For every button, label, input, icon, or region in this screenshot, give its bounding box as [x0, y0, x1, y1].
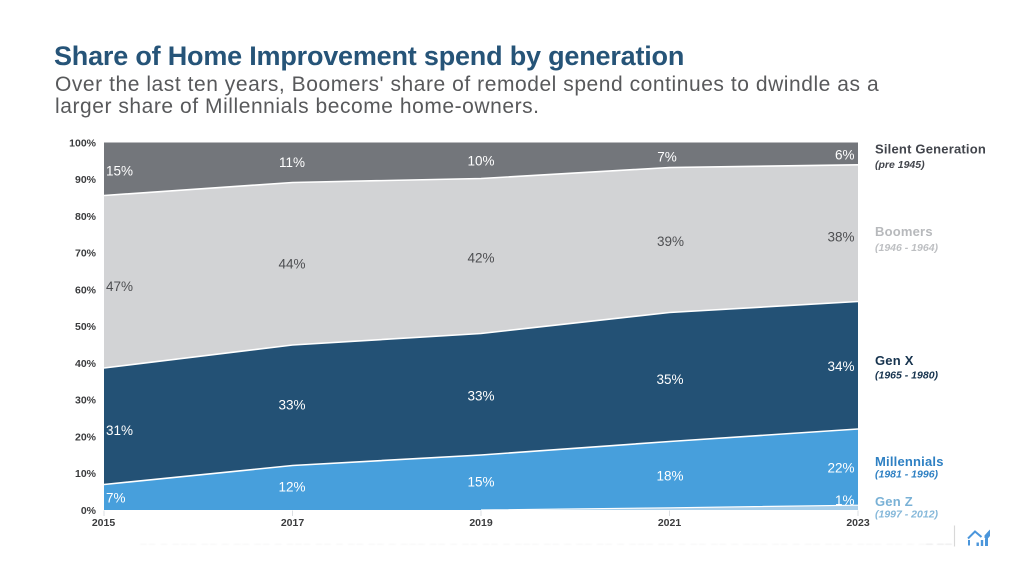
svg-text:Gen X: Gen X	[875, 353, 914, 368]
svg-text:39%: 39%	[657, 234, 684, 249]
svg-text:15%: 15%	[467, 475, 494, 490]
svg-text:70%: 70%	[75, 248, 97, 260]
svg-text:7%: 7%	[106, 490, 126, 505]
svg-text:11%: 11%	[279, 155, 305, 170]
svg-text:(1981 - 1996): (1981 - 1996)	[875, 469, 939, 481]
svg-text:7%: 7%	[657, 149, 677, 164]
svg-text:2023: 2023	[846, 517, 870, 529]
svg-text:2017: 2017	[281, 517, 305, 529]
svg-text:60%: 60%	[75, 284, 97, 296]
svg-text:1%: 1%	[835, 493, 855, 508]
svg-text:(1946 - 1964): (1946 - 1964)	[875, 242, 939, 254]
svg-text:38%: 38%	[827, 229, 854, 244]
svg-text:10%: 10%	[467, 154, 494, 169]
svg-text:30%: 30%	[75, 395, 97, 407]
svg-text:10%: 10%	[75, 468, 97, 480]
svg-text:2015: 2015	[92, 517, 116, 529]
svg-text:20%: 20%	[75, 431, 97, 443]
svg-text:2019: 2019	[469, 517, 493, 529]
svg-text:18%: 18%	[656, 469, 683, 484]
svg-text:33%: 33%	[467, 389, 494, 404]
svg-text:Silent Generation: Silent Generation	[875, 142, 986, 157]
svg-text:31%: 31%	[106, 423, 133, 438]
svg-text:47%: 47%	[106, 279, 133, 294]
svg-text:(pre 1945): (pre 1945)	[875, 159, 925, 171]
svg-text:90%: 90%	[75, 174, 97, 186]
svg-text:42%: 42%	[467, 251, 494, 266]
svg-text:6%: 6%	[835, 147, 855, 162]
svg-text:33%: 33%	[278, 398, 305, 413]
svg-text:80%: 80%	[75, 211, 97, 223]
svg-text:Gen Z: Gen Z	[875, 494, 913, 509]
svg-text:35%: 35%	[656, 372, 683, 387]
svg-text:(1997 - 2012): (1997 - 2012)	[875, 509, 939, 521]
svg-text:44%: 44%	[278, 257, 305, 272]
svg-text:Millennials: Millennials	[875, 454, 944, 469]
svg-text:15%: 15%	[106, 164, 133, 179]
svg-text:100%: 100%	[69, 137, 97, 149]
svg-text:2021: 2021	[658, 517, 682, 529]
svg-text:Boomers: Boomers	[875, 224, 933, 239]
svg-text:50%: 50%	[75, 321, 97, 333]
svg-text:40%: 40%	[75, 358, 97, 370]
svg-text:0%: 0%	[81, 505, 97, 517]
svg-text:(1965 - 1980): (1965 - 1980)	[875, 370, 939, 382]
svg-text:22%: 22%	[827, 460, 854, 475]
svg-text:12%: 12%	[278, 480, 305, 495]
svg-text:34%: 34%	[827, 359, 854, 374]
